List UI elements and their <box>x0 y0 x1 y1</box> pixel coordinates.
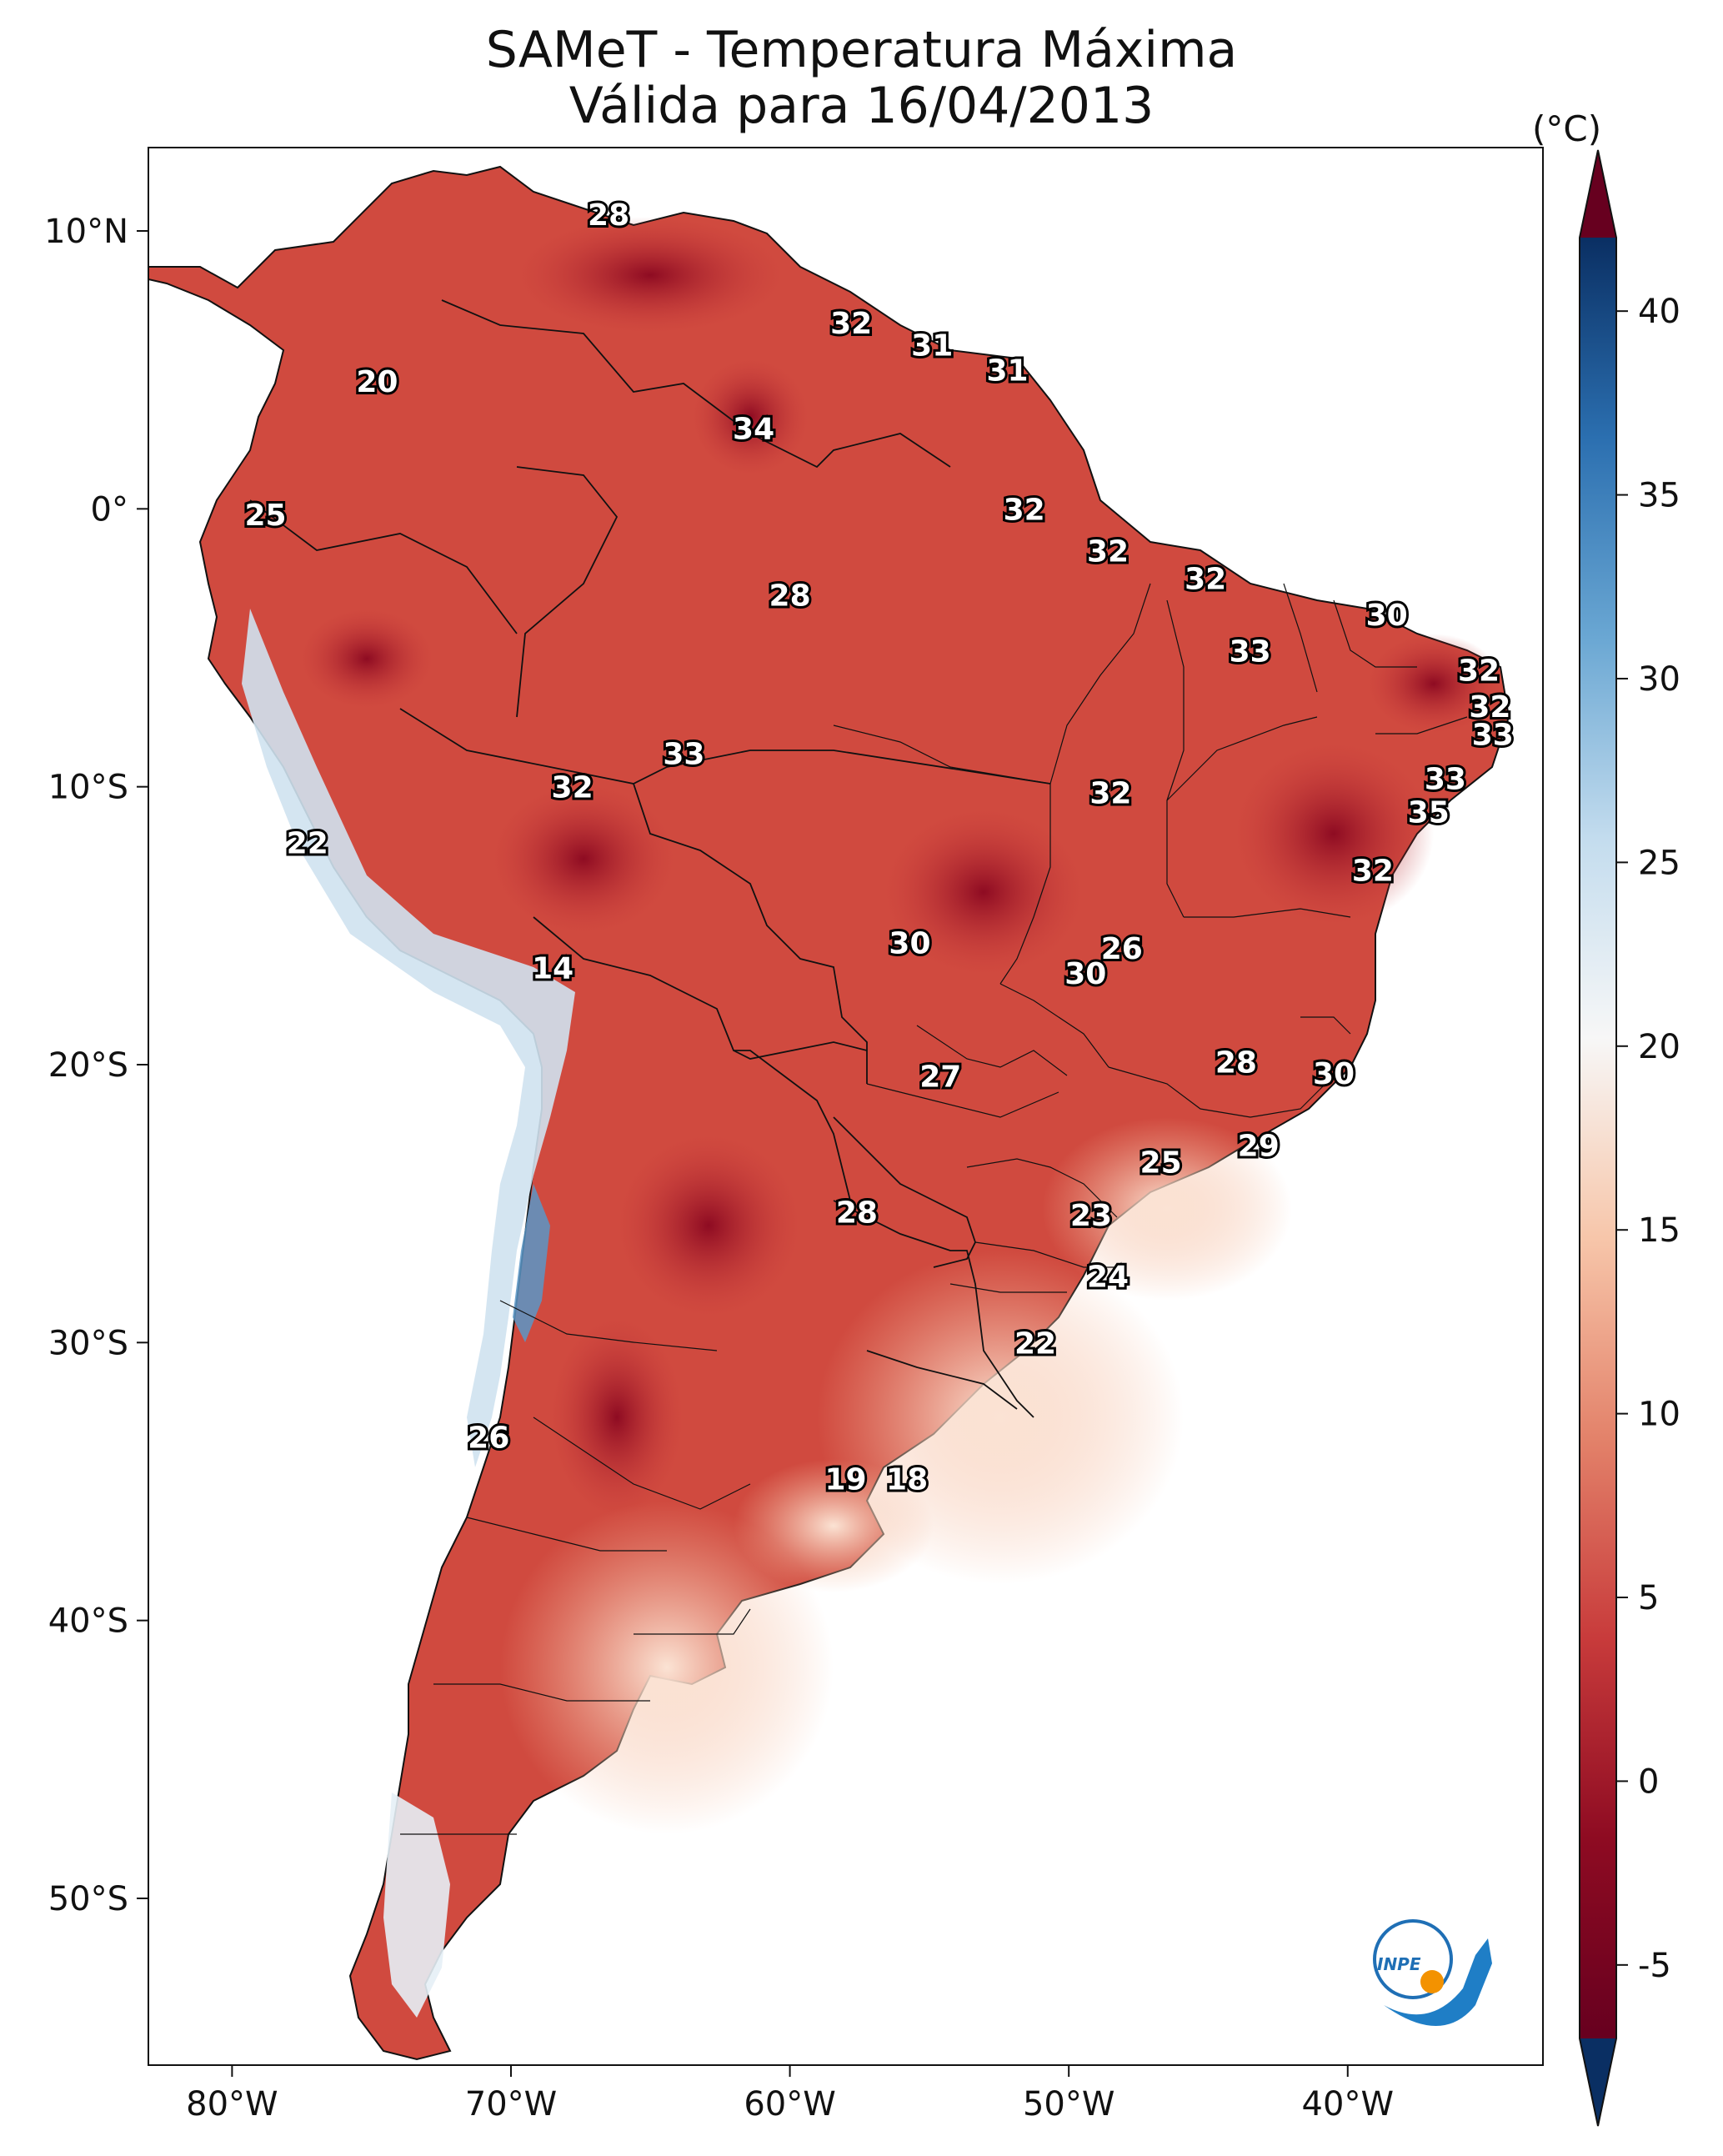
colorbar-tick-label: 10 <box>1638 1396 1680 1434</box>
colorbar-body <box>1580 238 1616 2038</box>
station-value-label: 32 <box>830 307 872 341</box>
station-value-label: 20 <box>356 365 398 399</box>
station-value-label: 19 <box>824 1463 866 1497</box>
station-value-label: 28 <box>1215 1046 1257 1081</box>
y-axis: 10°N 0° 10°S 20°S 30°S 40°S 50°S <box>44 213 148 1918</box>
station-value-label: 24 <box>1087 1260 1129 1294</box>
colorbar-tick-label: -5 <box>1638 1947 1671 1985</box>
andes-cold-core <box>513 1184 550 1342</box>
station-value-label: 31 <box>911 329 953 364</box>
station-value-label: 35 <box>1408 796 1450 830</box>
station-value-label: 28 <box>588 198 629 233</box>
station-value-label: 30 <box>1366 599 1408 633</box>
x-axis: 80°W 70°W 60°W 50°W 40°W <box>186 2065 1394 2123</box>
y-tick-label: 10°N <box>44 213 128 251</box>
andes-cold-south <box>383 1792 450 2018</box>
logo-text: INPE <box>1377 1954 1421 1974</box>
colorbar-tick-label: 40 <box>1638 293 1680 331</box>
station-value-label: 33 <box>663 738 704 772</box>
station-value-label: 31 <box>987 354 1029 389</box>
colorbar-tick-label: 15 <box>1638 1211 1680 1250</box>
colorbar-outline <box>1579 149 1617 2127</box>
colorbar-ticks: 40 35 30 25 20 15 10 5 0 -5 <box>1616 293 1680 1985</box>
station-value-label: 28 <box>769 579 811 614</box>
y-tick-label: 0° <box>91 490 128 529</box>
andes-cold-strip <box>242 609 575 1467</box>
hot-spot-chaco <box>617 1134 800 1317</box>
logo-sun-icon <box>1420 1970 1444 1993</box>
x-tick-label: 40°W <box>1302 2085 1394 2123</box>
hot-spot-roraima <box>692 358 809 475</box>
station-value-label: 14 <box>532 951 573 985</box>
map-title-line1: SAMeT - Temperatura Máxima <box>485 21 1238 79</box>
y-tick-label: 20°S <box>48 1046 128 1085</box>
station-value-label: 32 <box>552 771 594 805</box>
station-value-label: 26 <box>1101 932 1143 966</box>
station-value-label: 32 <box>1089 776 1131 810</box>
y-tick-label: 30°S <box>48 1324 128 1362</box>
state-borders <box>400 583 1468 1835</box>
station-value-label: 22 <box>1014 1326 1056 1361</box>
x-tick-label: 50°W <box>1023 2085 1114 2123</box>
station-value-label: 33 <box>1230 634 1271 669</box>
station-value-label: 30 <box>889 926 930 960</box>
station-value-label: 25 <box>244 499 286 533</box>
station-value-label: 27 <box>919 1060 961 1094</box>
station-value-label: 23 <box>1070 1199 1112 1233</box>
cool-zone-sao-paulo <box>1042 1117 1292 1301</box>
plot-frame <box>148 147 1544 2066</box>
hot-spot-pernambuco <box>1367 634 1500 734</box>
station-value-label: 26 <box>468 1421 509 1456</box>
cool-zone-buenos-aires <box>734 1459 934 1592</box>
station-value-label: 33 <box>1425 763 1466 797</box>
y-tick-label: 50°S <box>48 1880 128 1918</box>
country-borders <box>249 299 1051 1418</box>
station-value-label: 32 <box>1185 563 1226 597</box>
station-value-label: 32 <box>1004 493 1045 527</box>
hot-spot-bolivia <box>492 784 675 934</box>
x-tick-label: 80°W <box>186 2085 278 2123</box>
station-value-label: 30 <box>1064 957 1106 991</box>
colorbar-tick-label: 0 <box>1638 1762 1659 1801</box>
station-value-label: 33 <box>1472 718 1514 752</box>
station-value-label: 22 <box>287 826 328 860</box>
y-tick-label: 40°S <box>48 1602 128 1641</box>
colorbar-tick-label: 20 <box>1638 1028 1680 1066</box>
station-value-label: 32 <box>1458 654 1500 689</box>
hot-spot-goias <box>884 809 1084 975</box>
y-tick-label: 10°S <box>48 769 128 807</box>
station-value-label: 32 <box>1352 855 1394 889</box>
colorbar-tick-label: 30 <box>1638 660 1680 699</box>
hot-spot-bahia <box>1234 742 1434 925</box>
colorbar-tick-label: 25 <box>1638 844 1680 882</box>
station-value-label: 30 <box>1313 1057 1355 1091</box>
colorbar-tick-label: 5 <box>1638 1579 1659 1617</box>
colorbar-min-arrow <box>1580 2038 1616 2126</box>
logo-swoosh-icon <box>1384 1938 1492 2026</box>
map-title-line2: Válida para 16/04/2013 <box>568 77 1155 135</box>
station-value-label: 28 <box>836 1196 878 1231</box>
logo-ring-icon <box>1373 1919 1453 1999</box>
inpe-logo: INPE <box>1373 1919 1492 2026</box>
colorbar-unit: (°C) <box>1532 108 1602 149</box>
continent-layer <box>148 165 1510 2061</box>
station-value-label: 34 <box>733 413 774 447</box>
station-value-label: 18 <box>886 1463 928 1497</box>
station-value-label: 32 <box>1469 690 1510 725</box>
x-tick-label: 60°W <box>744 2085 835 2123</box>
hot-spot-argentina <box>550 1317 684 1517</box>
station-value-label: 25 <box>1140 1146 1182 1181</box>
x-tick-label: 70°W <box>465 2085 557 2123</box>
cool-zone-patagonia <box>500 1501 834 1834</box>
hot-spot-venezuela <box>517 217 784 333</box>
colorbar-tick-label: 35 <box>1638 477 1680 515</box>
station-value-label: 29 <box>1238 1130 1280 1164</box>
station-value-label: 32 <box>1087 534 1129 569</box>
colorbar-max-arrow <box>1580 150 1616 238</box>
colorbar: 40 35 30 25 20 15 10 5 0 -5 <box>1579 149 1680 2127</box>
hot-spot-peru <box>300 609 433 709</box>
